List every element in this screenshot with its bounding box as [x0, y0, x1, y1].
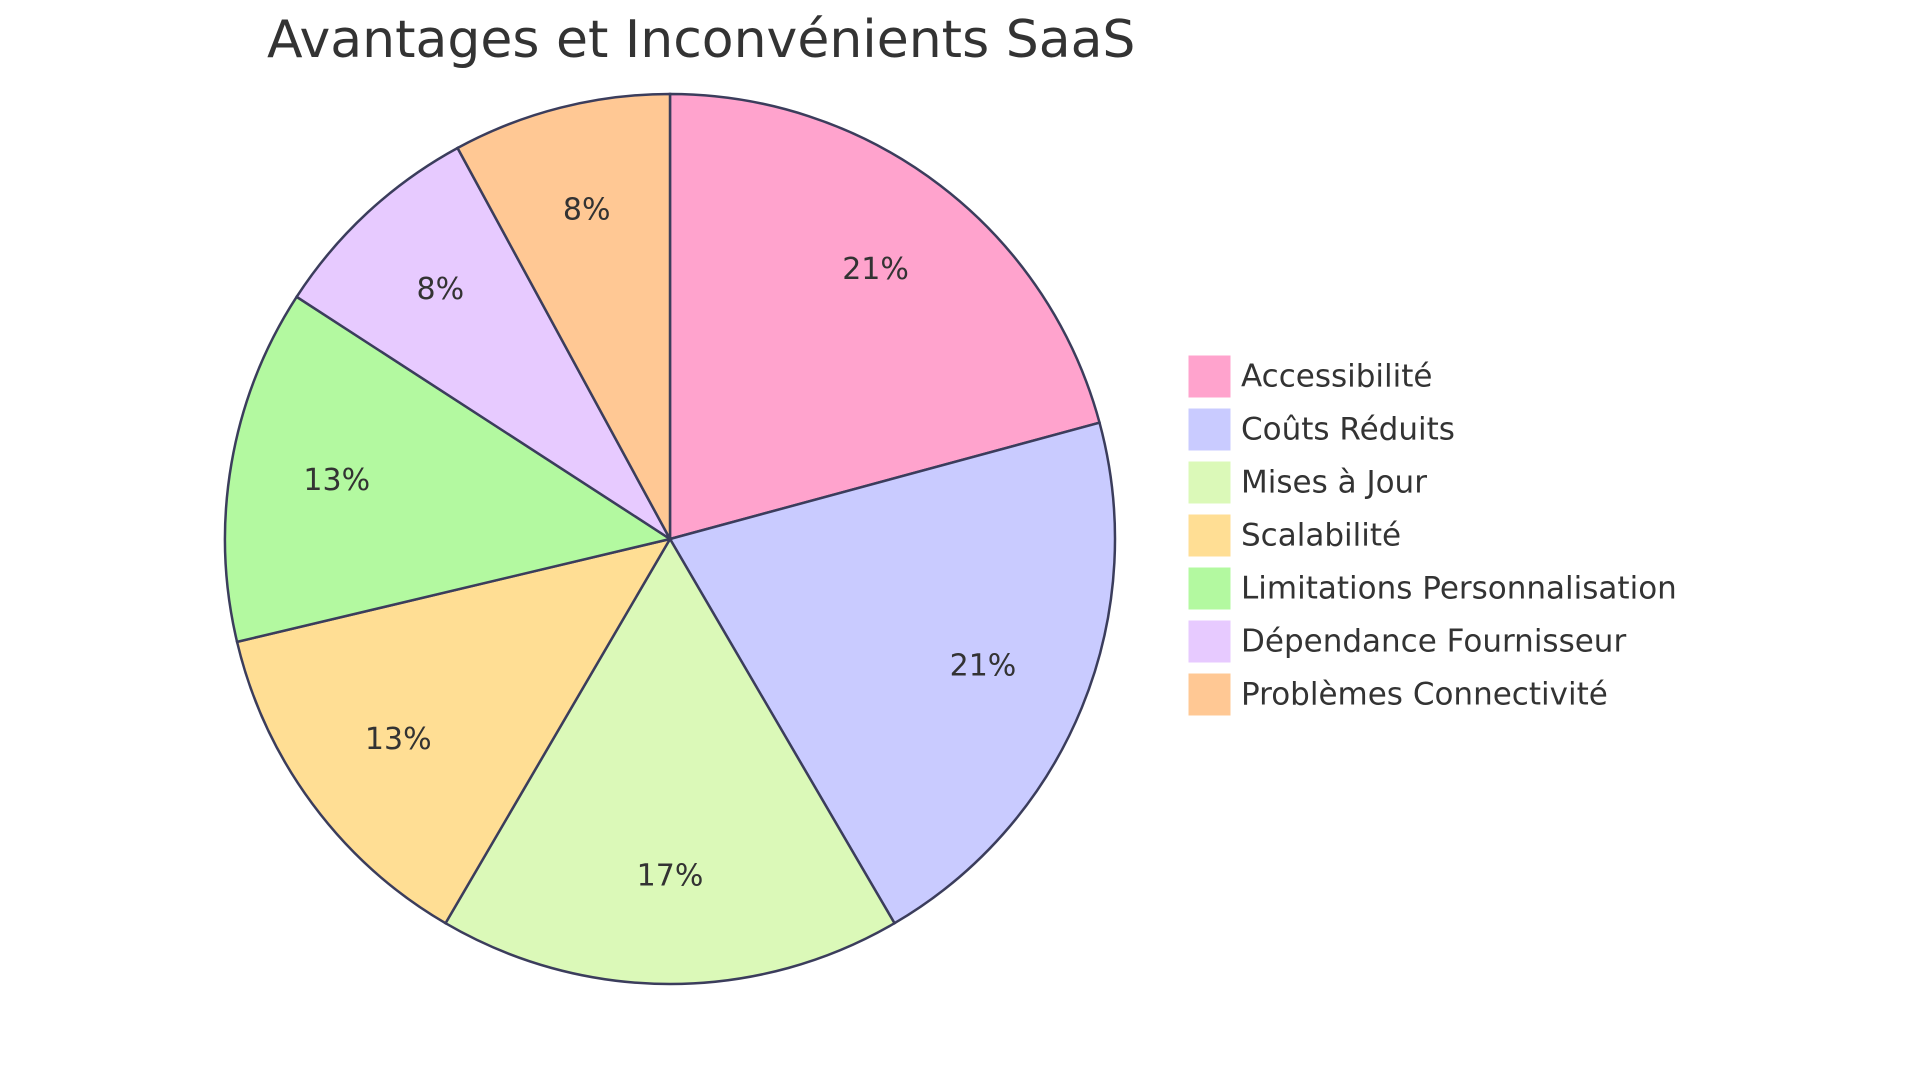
legend-swatch — [1187, 354, 1232, 399]
legend-label: Coûts Réduits — [1241, 412, 1455, 448]
legend-swatch — [1187, 566, 1232, 611]
legend-label: Problèmes Connectivité — [1241, 677, 1608, 713]
pie-slice — [668, 92, 1102, 541]
legend-swatch — [1187, 460, 1232, 505]
slice-label: 8% — [563, 193, 611, 228]
pie-slice — [235, 537, 673, 925]
slice-label: 8% — [417, 272, 465, 307]
legend-label: Accessibilité — [1241, 359, 1432, 395]
slice-label: 13% — [303, 463, 370, 498]
pie-slice — [455, 92, 672, 540]
chart-title: Avantages et Inconvénients SaaS — [267, 10, 1135, 70]
slice-label: 21% — [842, 252, 909, 287]
legend-label: Scalabilité — [1241, 518, 1401, 554]
legend-swatch — [1187, 513, 1232, 558]
slice-label: 21% — [950, 649, 1017, 684]
legend-label: Mises à Jour — [1241, 465, 1427, 501]
slice-label: 13% — [365, 722, 432, 757]
pie-slice — [668, 421, 1117, 925]
legend-swatch — [1187, 619, 1232, 664]
pie-slice — [294, 146, 672, 541]
legend-label: Dépendance Fournisseur — [1241, 624, 1626, 660]
pie-slice — [443, 536, 897, 986]
legend-swatch — [1187, 672, 1232, 717]
slice-label: 17% — [637, 859, 704, 894]
pie-slice — [223, 295, 674, 644]
legend-swatch — [1187, 407, 1232, 452]
legend-label: Limitations Personnalisation — [1241, 571, 1677, 607]
